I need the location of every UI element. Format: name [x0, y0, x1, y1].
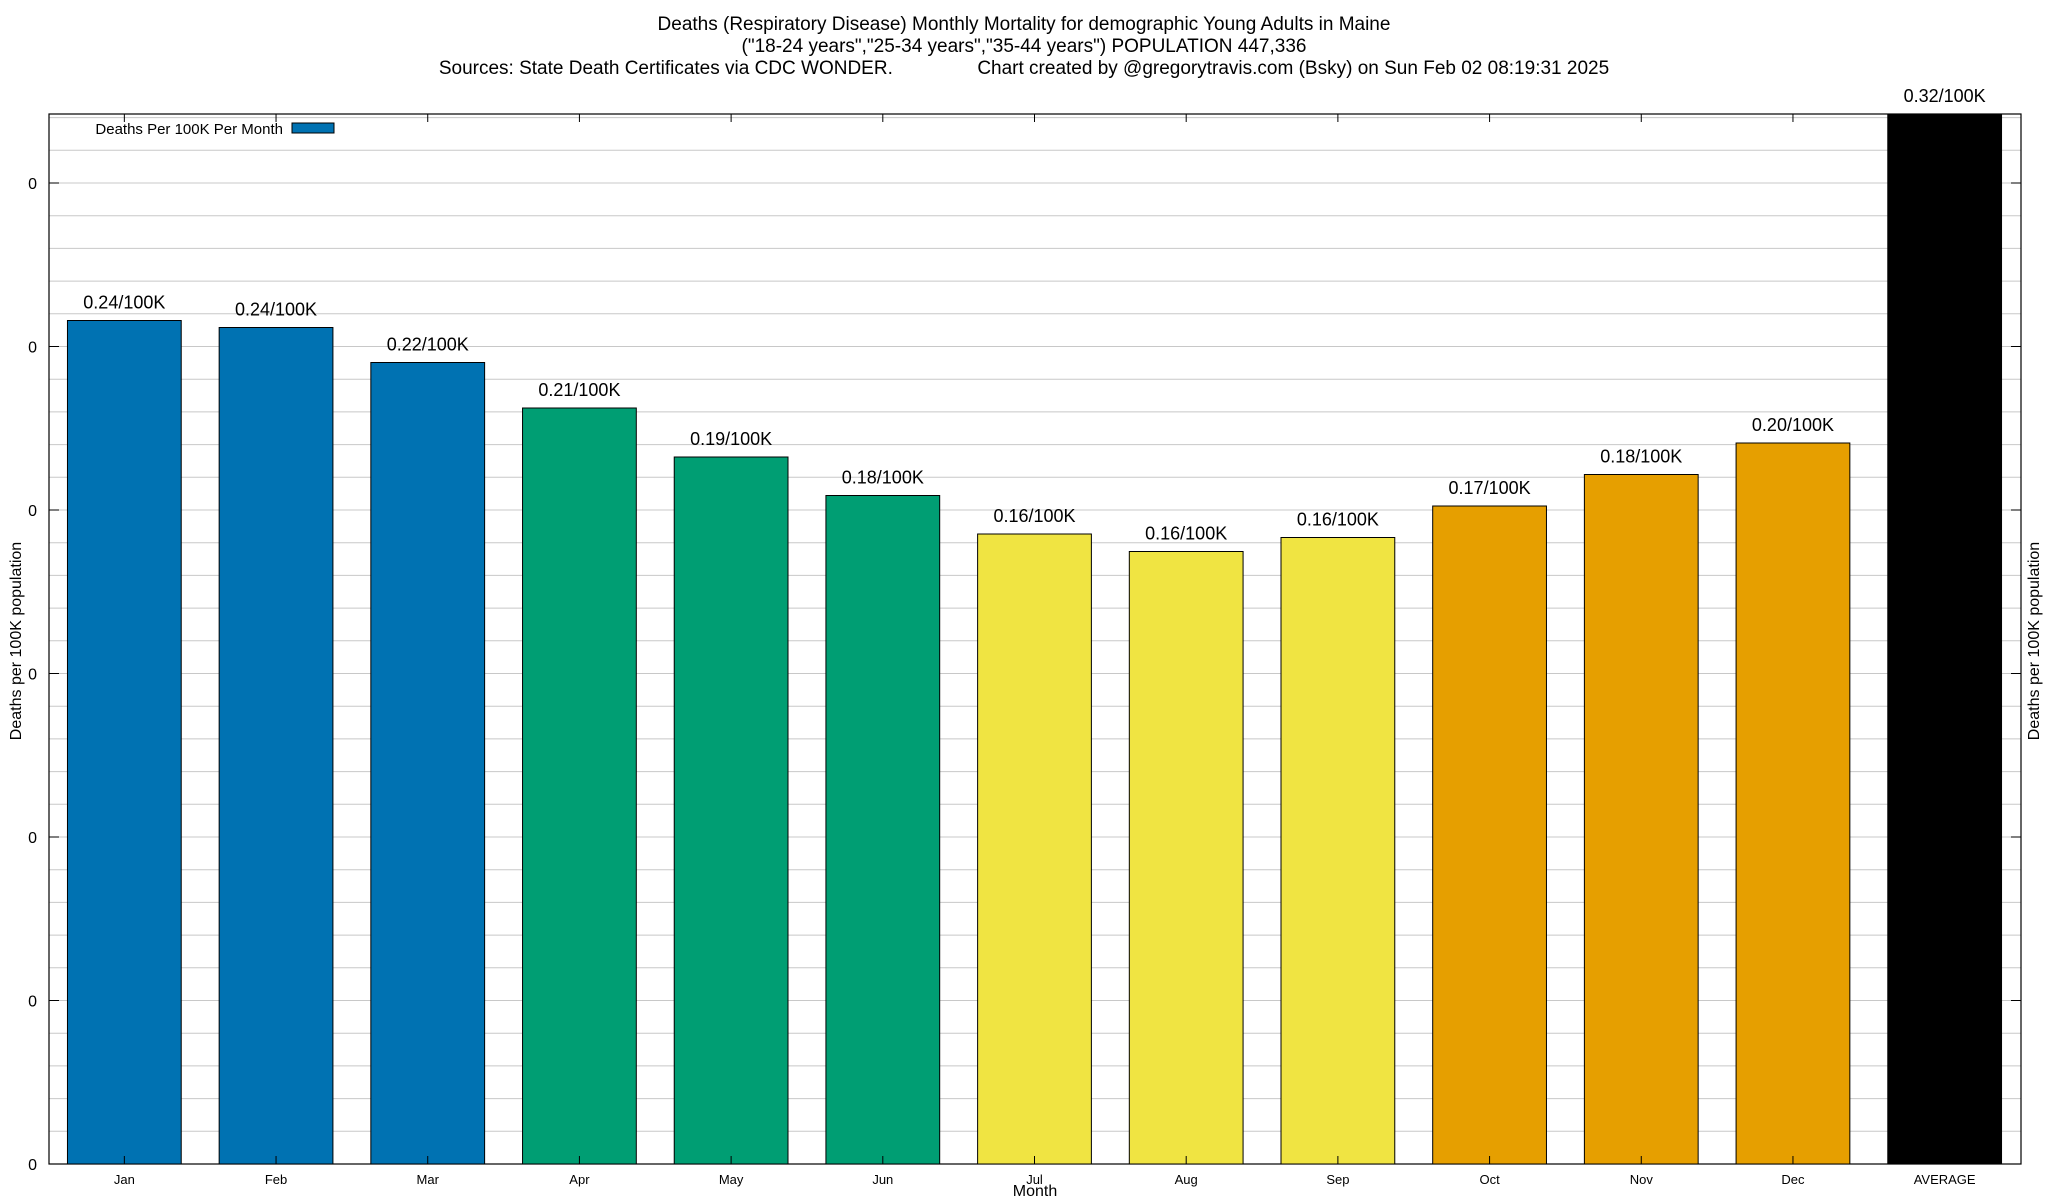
bar-mar	[370, 362, 486, 1165]
y-tick-label: 0	[28, 1157, 37, 1174]
data-label: 0.18/100K	[842, 468, 924, 488]
legend: Deaths Per 100K Per Month	[95, 121, 335, 138]
x-tick-label: Jul	[1026, 1172, 1043, 1187]
x-tick-label: Jan	[114, 1172, 135, 1187]
x-tick-label: Nov	[1630, 1172, 1654, 1187]
x-tick-label: Feb	[265, 1172, 287, 1187]
data-label: 0.21/100K	[538, 380, 620, 400]
data-label: 0.22/100K	[387, 335, 469, 355]
bars	[66, 113, 2003, 1165]
y-tick-label: 0	[28, 176, 37, 193]
chart-sources: Sources: State Death Certificates via CD…	[438, 58, 1610, 79]
y-axis-label-left: Deaths per 100K population	[8, 542, 25, 740]
bar-oct	[1432, 505, 1547, 1165]
y-axis-label-right: Deaths per 100K population	[2026, 542, 2043, 740]
y-tick-label: 0	[28, 667, 37, 684]
bar-aug	[1128, 551, 1244, 1165]
bar-average	[1887, 113, 2003, 1165]
data-label: 0.20/100K	[1752, 415, 1834, 435]
legend-swatch	[291, 122, 335, 134]
data-label: 0.24/100K	[83, 293, 165, 313]
bar-feb	[218, 327, 334, 1165]
bar-nov	[1583, 474, 1699, 1165]
bar-jul	[977, 533, 1092, 1165]
data-label: 0.17/100K	[1449, 478, 1531, 498]
data-labels: 0.24/100K 0.24/100K 0.22/100K 0.21/100K 0.19…	[83, 86, 1985, 544]
x-tick-labels: Jan Feb Mar Apr May Jun Jul Aug Sep Oct Nov Dec AVER…	[114, 114, 1976, 1187]
data-label: 0.32/100K	[1904, 86, 1986, 106]
bar-sep	[1280, 537, 1396, 1165]
x-tick-label: May	[719, 1172, 744, 1187]
bar-jun	[825, 495, 941, 1165]
data-label: 0.24/100K	[235, 300, 317, 320]
x-tick-label: Aug	[1175, 1172, 1198, 1187]
x-tick-label: Mar	[417, 1172, 440, 1187]
data-label: 0.16/100K	[993, 506, 1075, 526]
bar-dec	[1735, 442, 1851, 1165]
x-tick-label: Apr	[569, 1172, 590, 1187]
legend-label: Deaths Per 100K Per Month	[95, 121, 283, 138]
y-tick-labels: 0 0 0 0 0 0 0	[28, 176, 2021, 1174]
chart-title-block: Deaths (Respiratory Disease) Monthly Mor…	[0, 14, 2048, 80]
data-label: 0.16/100K	[1145, 524, 1227, 544]
x-tick-label: Sep	[1326, 1172, 1349, 1187]
data-label: 0.16/100K	[1297, 510, 1379, 530]
x-tick-label: Jun	[872, 1172, 893, 1187]
bar-apr	[522, 407, 637, 1165]
bar-may	[673, 456, 789, 1165]
bar-jan	[66, 320, 182, 1165]
data-label: 0.19/100K	[690, 429, 772, 449]
x-axis-label: Month	[1013, 1183, 1057, 1200]
y-tick-label: 0	[28, 994, 37, 1011]
chart-title: Deaths (Respiratory Disease) Monthly Mor…	[657, 14, 1391, 35]
y-tick-label: 0	[28, 830, 37, 847]
x-tick-label: Oct	[1479, 1172, 1500, 1187]
chart-subtitle: ("18-24 years","25-34 years","35-44 year…	[741, 36, 1307, 57]
x-tick-label: AVERAGE	[1914, 1172, 1976, 1187]
y-tick-label: 0	[28, 503, 37, 520]
x-tick-label: Dec	[1781, 1172, 1805, 1187]
data-label: 0.18/100K	[1600, 447, 1682, 467]
y-tick-label: 0	[28, 340, 37, 357]
